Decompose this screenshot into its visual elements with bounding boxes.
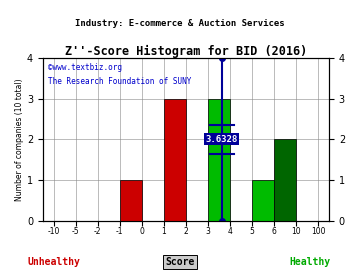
Bar — [274, 139, 296, 221]
Text: Score: Score — [165, 257, 195, 267]
Bar — [164, 99, 186, 221]
Title: Z''-Score Histogram for BID (2016): Z''-Score Histogram for BID (2016) — [65, 45, 307, 58]
Text: 3.6328: 3.6328 — [206, 135, 238, 144]
Y-axis label: Number of companies (10 total): Number of companies (10 total) — [15, 78, 24, 201]
Text: The Research Foundation of SUNY: The Research Foundation of SUNY — [49, 77, 192, 86]
Bar — [120, 180, 142, 221]
Bar — [252, 180, 274, 221]
Text: ©www.textbiz.org: ©www.textbiz.org — [49, 63, 122, 72]
Text: Industry: E-commerce & Auction Services: Industry: E-commerce & Auction Services — [75, 19, 285, 28]
Bar — [208, 99, 230, 221]
Text: Unhealthy: Unhealthy — [28, 257, 80, 267]
Text: Healthy: Healthy — [289, 257, 330, 267]
